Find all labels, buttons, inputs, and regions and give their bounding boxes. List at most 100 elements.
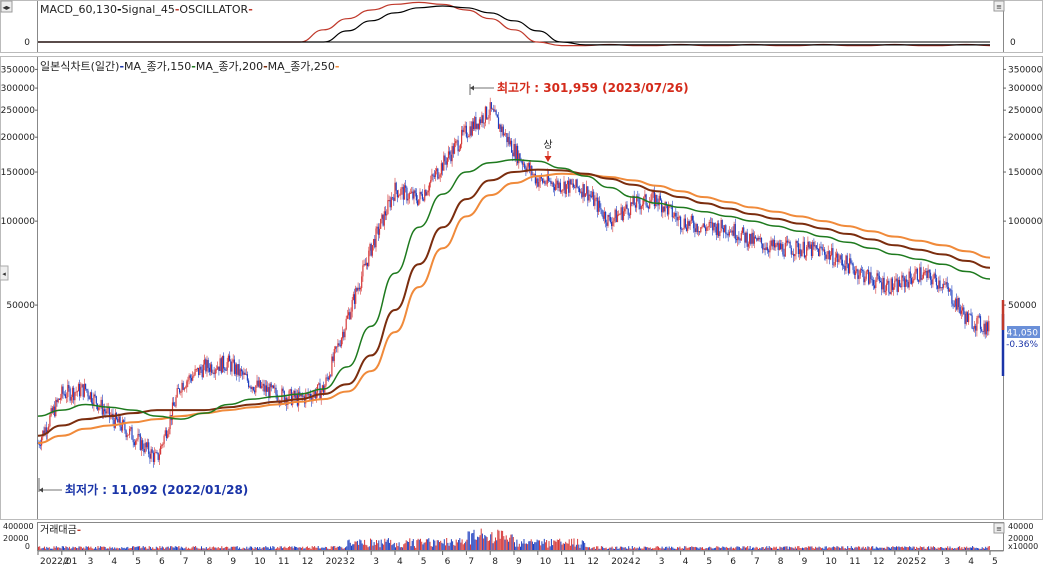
- x-tick-label: 4: [111, 557, 117, 567]
- volume-bar: [868, 546, 870, 550]
- macd-settings-icon[interactable]: ≡: [993, 0, 1005, 12]
- volume-bar: [925, 548, 927, 550]
- candle-body: [497, 117, 500, 129]
- candle-body: [923, 272, 926, 274]
- volume-bar: [485, 536, 487, 550]
- candle-body: [640, 206, 642, 210]
- volume-bar: [449, 542, 451, 550]
- volume-bar: [51, 548, 53, 550]
- candle-body: [638, 197, 640, 204]
- candle-body: [678, 216, 680, 218]
- candle-body: [102, 409, 104, 415]
- candle-body: [220, 358, 222, 373]
- macd-sep-3: -: [248, 3, 253, 16]
- price-scroll-left-icon[interactable]: ◂: [0, 265, 9, 281]
- volume-bar: [978, 548, 980, 550]
- candle-body: [94, 394, 96, 397]
- macd-panel: ◂▸ ≡ MACD_60,130-Signal_45-OSCILLATOR- 0…: [0, 0, 1043, 53]
- volume-bar: [57, 547, 58, 550]
- volume-bar: [210, 548, 212, 550]
- volume-bar: [912, 546, 914, 550]
- volume-bar: [392, 544, 394, 550]
- macd-sep-1: -: [117, 3, 122, 16]
- candle-body: [893, 287, 895, 290]
- candle-body: [273, 385, 275, 388]
- candle-body: [130, 427, 132, 429]
- svg-text:◂▸: ◂▸: [2, 3, 10, 12]
- volume-bar: [128, 548, 130, 550]
- x-axis: 2022/012 3 4 5 6 7 8 9 10 11 12 2023 2 3 4 5 6 7 8 9 10 11 12 2…: [37, 550, 1004, 567]
- macd-collapse-icon[interactable]: ◂▸: [0, 0, 13, 13]
- candle-body: [831, 248, 833, 255]
- candle-body: [483, 122, 485, 124]
- volume-bar: [443, 539, 445, 550]
- volume-bar: [775, 546, 777, 550]
- candle-body: [988, 320, 990, 332]
- volume-bar: [935, 548, 937, 550]
- volume-bar: [941, 547, 943, 550]
- volume-bar: [179, 548, 181, 550]
- candle-body: [922, 272, 924, 279]
- candle-body: [131, 427, 133, 440]
- candle-body: [509, 140, 511, 145]
- candle-body: [700, 227, 702, 233]
- candle-body: [67, 385, 69, 397]
- price-sep-4: -: [335, 60, 340, 73]
- volume-bar: [711, 548, 713, 550]
- candle-body: [738, 236, 740, 240]
- volume-bar: [594, 548, 596, 550]
- candle-body: [237, 364, 239, 375]
- candle-body: [643, 197, 645, 205]
- volume-bar: [903, 547, 905, 550]
- candle-body: [932, 278, 934, 285]
- volume-bar: [523, 539, 525, 550]
- candle-body: [868, 269, 870, 284]
- volume-bar: [54, 547, 56, 550]
- volume-bar: [168, 548, 170, 550]
- candle-body: [733, 224, 735, 236]
- volume-bar: [728, 548, 730, 550]
- volume-bar: [362, 544, 364, 550]
- volume-bar: [812, 548, 814, 550]
- candle-body: [950, 289, 952, 291]
- candle-body: [912, 280, 914, 284]
- volume-bar: [947, 546, 949, 550]
- candle-body: [300, 394, 302, 397]
- volume-bar: [152, 547, 154, 550]
- volume-bar: [578, 544, 580, 550]
- candle-body: [79, 384, 81, 397]
- volume-settings-icon[interactable]: ≡: [993, 522, 1005, 534]
- volume-bar: [149, 546, 151, 550]
- volume-bar: [109, 546, 111, 550]
- volume-bar: [539, 540, 540, 550]
- volume-bar: [393, 542, 395, 550]
- volume-bar: [107, 548, 108, 550]
- volume-bar: [217, 547, 219, 550]
- volume-bar: [306, 546, 308, 550]
- candle-body: [959, 307, 961, 314]
- volume-bar: [859, 546, 861, 550]
- candle-body: [210, 364, 212, 372]
- volume-bar: [963, 546, 965, 550]
- volume-bar: [746, 547, 748, 550]
- candle-body: [208, 367, 210, 372]
- volume-bar: [816, 547, 818, 550]
- candle-body: [445, 161, 447, 165]
- volume-bar: [909, 546, 911, 550]
- candle-body: [901, 275, 903, 288]
- volume-bar: [493, 541, 495, 550]
- volume-bar: [310, 548, 312, 550]
- candle-body: [920, 267, 922, 280]
- candle-body: [336, 346, 338, 348]
- volume-bar: [605, 547, 607, 550]
- candle-body: [684, 218, 686, 228]
- volume-bar: [697, 547, 699, 550]
- volume-bar: [122, 548, 124, 550]
- candle-body: [821, 247, 823, 251]
- candle-body: [927, 269, 929, 278]
- volume-bar: [984, 548, 986, 550]
- candle-body: [240, 369, 243, 372]
- volume-bar: [70, 548, 72, 550]
- volume-bar: [698, 548, 700, 550]
- volume-bar: [617, 549, 619, 550]
